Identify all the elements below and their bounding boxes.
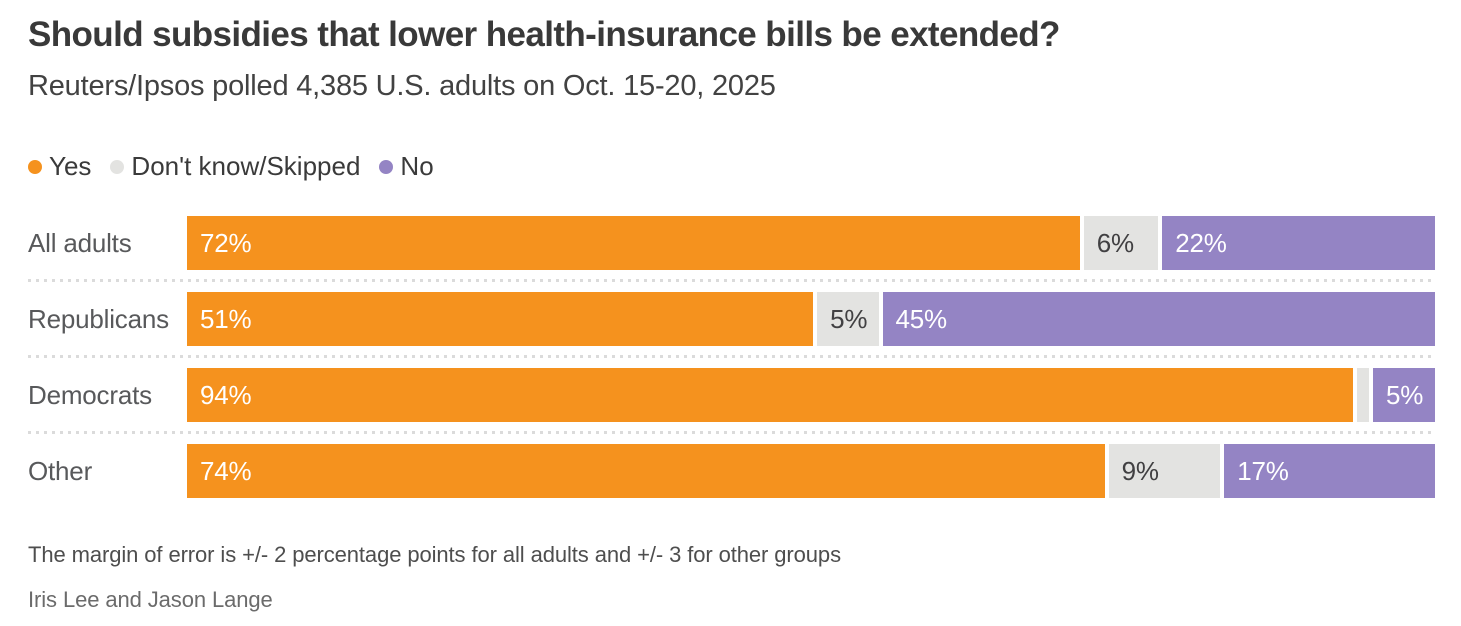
row-separator: [28, 431, 1435, 434]
bar-segment-don-t-know-skipped: 6%: [1083, 216, 1159, 270]
value-label: 9%: [1121, 455, 1159, 486]
chart-row-other: Other 74% 9% 17%: [28, 444, 1435, 498]
value-label: 5%: [830, 303, 868, 334]
row-separator: [28, 279, 1435, 282]
bar-segment-no: 17%: [1224, 444, 1435, 498]
chart-row-democrats: Democrats 94% 5%: [28, 368, 1435, 422]
legend-item-don-t-know-skipped: Don't know/Skipped: [110, 151, 360, 182]
legend-label: No: [400, 151, 434, 181]
chart-title: Should subsidies that lower health-insur…: [28, 15, 1060, 54]
value-label: 22%: [1175, 227, 1227, 258]
margin-of-error-note: The margin of error is +/- 2 percentage …: [28, 542, 841, 567]
legend-dot-icon: [379, 159, 394, 174]
category-label: Republicans: [28, 303, 169, 334]
stacked-bar: 94% 5%: [187, 368, 1435, 422]
legend-item-yes: Yes: [28, 151, 91, 182]
legend-dot-icon: [110, 159, 125, 174]
category-label: All adults: [28, 227, 132, 258]
value-label: 51%: [200, 303, 252, 334]
byline: Iris Lee and Jason Lange: [28, 587, 273, 612]
stacked-bar: 51% 5% 45%: [187, 292, 1435, 346]
row-separator: [28, 355, 1435, 358]
legend-dot-icon: [28, 159, 42, 174]
bar-segment-yes: 72%: [187, 216, 1080, 270]
bar-segment-no: 5%: [1373, 368, 1435, 422]
legend-label: Don't know/Skipped: [131, 151, 361, 181]
legend-label: Yes: [49, 151, 92, 181]
bar-segment-don-t-know-skipped: 9%: [1108, 444, 1221, 498]
bar-segment-no: 22%: [1162, 216, 1435, 270]
value-label: 94%: [200, 379, 252, 410]
value-label: 72%: [200, 227, 252, 258]
value-label: 5%: [1386, 379, 1424, 410]
bar-segment-no: 45%: [882, 292, 1435, 346]
value-label: 74%: [200, 455, 252, 486]
value-label: 6%: [1096, 227, 1134, 258]
stacked-bar-chart: All adults 72% 6% 22% Republicans 51% 5% 45% Dem…: [28, 216, 1435, 498]
bar-segment-yes: 51%: [187, 292, 814, 346]
stacked-bar: 72% 6% 22%: [187, 216, 1435, 270]
bar-segment-don-t-know-skipped: 5%: [817, 292, 879, 346]
bar-segment-yes: 74%: [187, 444, 1105, 498]
category-label: Democrats: [28, 379, 152, 410]
bar-segment-don-t-know-skipped: [1356, 368, 1369, 422]
value-label: 17%: [1237, 455, 1289, 486]
value-label: 45%: [895, 303, 948, 334]
legend-item-no: No: [379, 151, 434, 182]
bar-segment-yes: 94%: [187, 368, 1353, 422]
chart-row-republicans: Republicans 51% 5% 45%: [28, 292, 1435, 346]
chart-legend: Yes Don't know/Skipped No: [28, 151, 1435, 182]
chart-row-all-adults: All adults 72% 6% 22%: [28, 216, 1435, 270]
stacked-bar: 74% 9% 17%: [187, 444, 1435, 498]
category-label: Other: [28, 455, 93, 486]
chart-subtitle: Reuters/Ipsos polled 4,385 U.S. adults o…: [28, 70, 776, 102]
